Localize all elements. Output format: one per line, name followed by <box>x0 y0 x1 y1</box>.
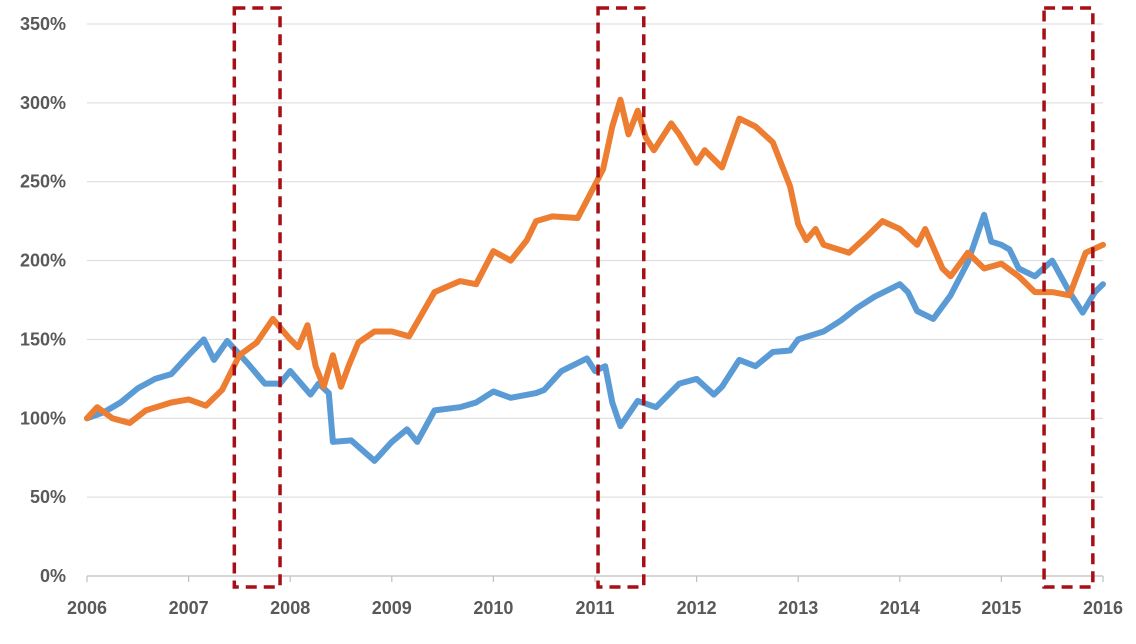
x-tick-label: 2008 <box>270 598 310 618</box>
x-tick-label: 2012 <box>677 598 717 618</box>
series-line-1 <box>84 211 1106 464</box>
y-tick-labels: 0% 50% 100% 150% 200% 250% 300% 350% <box>20 14 66 586</box>
x-tick-label: 2015 <box>981 598 1021 618</box>
y-tick-label: 200% <box>20 251 66 271</box>
x-tick-label: 2010 <box>473 598 513 618</box>
axes <box>86 575 1104 582</box>
y-tick-label: 50% <box>30 487 66 507</box>
series-line-2 <box>84 96 1106 426</box>
y-tick-label: 100% <box>20 408 66 428</box>
highlight-box-1 <box>232 6 282 589</box>
x-tick-label: 2006 <box>67 598 107 618</box>
y-tick-label: 350% <box>20 14 66 34</box>
highlight-box-2 <box>596 6 646 589</box>
x-tick-label: 2016 <box>1083 598 1123 618</box>
x-tick-label: 2011 <box>575 598 614 618</box>
y-tick-label: 300% <box>20 93 66 113</box>
x-tick-label: 2009 <box>372 598 412 618</box>
x-tick-label: 2013 <box>778 598 818 618</box>
highlight-box-3 <box>1042 6 1095 589</box>
y-tick-label: 0% <box>40 566 66 586</box>
x-tick-label: 2014 <box>880 598 920 618</box>
x-tick-label: 2007 <box>169 598 209 618</box>
y-tick-label: 150% <box>20 329 66 349</box>
gridlines <box>87 23 1103 498</box>
highlight-boxes <box>232 6 1095 589</box>
y-tick-label: 250% <box>20 172 66 192</box>
x-tick-labels: 2006 2007 2008 2009 2010 2011 2012 2013 2014 2015… <box>67 598 1123 618</box>
series-lines <box>84 96 1106 464</box>
